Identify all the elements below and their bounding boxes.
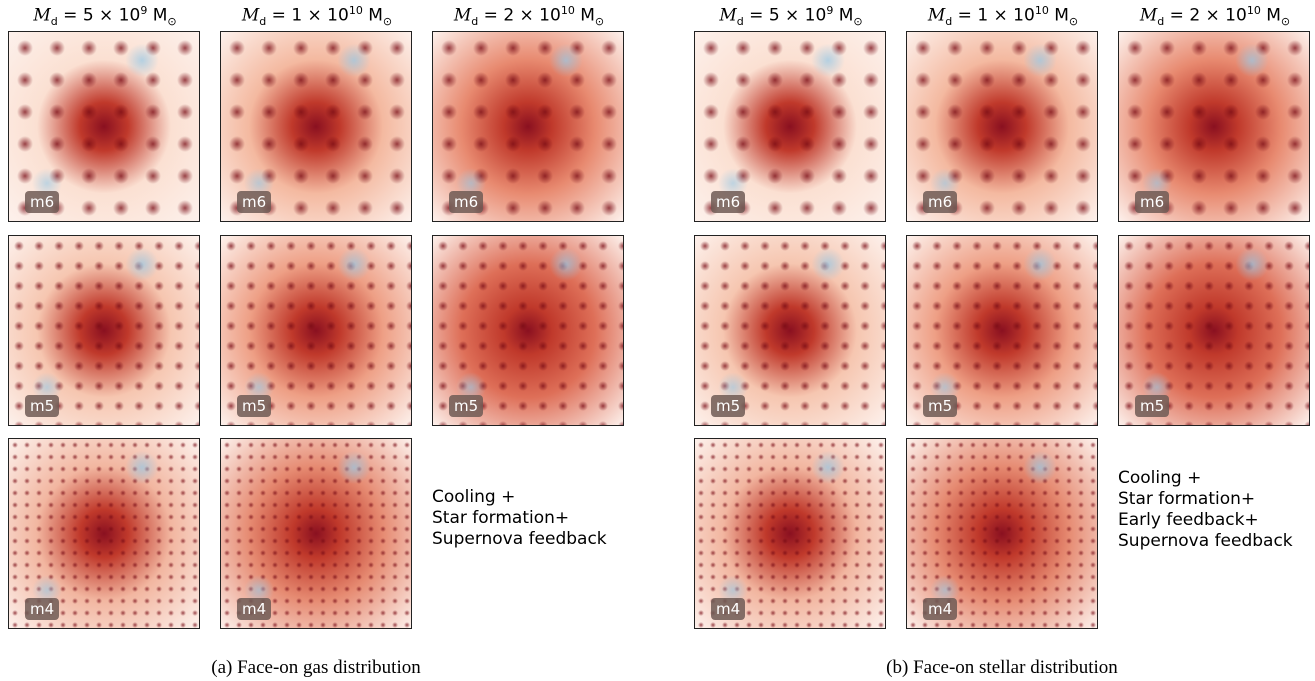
subscript: d xyxy=(259,15,267,29)
annotation: Cooling + Star formation+ Supernova feedba… xyxy=(432,487,607,550)
unit: M xyxy=(362,5,383,26)
unit: M xyxy=(1048,5,1069,26)
unit-subscript: ⊙ xyxy=(1068,15,1079,29)
resolution-label: m5 xyxy=(923,395,958,417)
caption: (b) Face-on stellar distribution xyxy=(886,657,1118,678)
resolution-label: m6 xyxy=(1135,191,1170,213)
unit: M xyxy=(147,5,168,26)
coefficient: = 5 × 10 xyxy=(743,5,827,26)
density-map: m5 xyxy=(8,235,200,426)
subscript: d xyxy=(50,15,58,29)
coefficient: = 5 × 10 xyxy=(57,5,141,26)
symbol: M xyxy=(453,5,472,26)
resolution-label: m6 xyxy=(711,191,746,213)
resolution-label: m5 xyxy=(25,395,60,417)
resolution-label: m4 xyxy=(25,598,60,620)
annotation-line: Cooling + xyxy=(1118,468,1202,488)
unit: M xyxy=(574,5,595,26)
symbol: M xyxy=(927,5,946,26)
resolution-label: m5 xyxy=(711,395,746,417)
annotation-line: Star formation+ xyxy=(432,508,570,528)
subscript: d xyxy=(471,15,479,29)
coefficient: = 2 × 10 xyxy=(1164,5,1247,26)
resolution-label: m5 xyxy=(449,395,484,417)
column-header: Md = 2 × 1010 M⊙ xyxy=(432,4,626,28)
density-map: m6 xyxy=(1118,31,1310,222)
resolution-label: m6 xyxy=(923,191,958,213)
resolution-label: m6 xyxy=(25,191,60,213)
density-map: m5 xyxy=(220,235,412,426)
symbol: M xyxy=(241,5,260,26)
column-header: Md = 5 × 109 M⊙ xyxy=(694,4,888,28)
exponent: 10 xyxy=(560,4,575,17)
density-map: m5 xyxy=(432,235,624,426)
exponent: 10 xyxy=(1246,4,1261,17)
density-map: m5 xyxy=(1118,235,1310,426)
exponent: 10 xyxy=(348,4,363,17)
density-map: m4 xyxy=(8,438,200,629)
exponent: 9 xyxy=(140,4,148,17)
unit-subscript: ⊙ xyxy=(382,15,393,29)
exponent: 10 xyxy=(1034,4,1049,17)
unit-subscript: ⊙ xyxy=(594,15,605,29)
resolution-label: m5 xyxy=(1135,395,1170,417)
density-map: m4 xyxy=(694,438,886,629)
density-map: m6 xyxy=(220,31,412,222)
unit: M xyxy=(1260,5,1281,26)
annotation-line: Early feedback+ xyxy=(1118,510,1259,530)
density-map: m4 xyxy=(906,438,1098,629)
unit-subscript: ⊙ xyxy=(853,15,863,29)
subscript: d xyxy=(945,15,953,29)
resolution-label: m5 xyxy=(237,395,272,417)
column-header: Md = 2 × 1010 M⊙ xyxy=(1118,4,1312,28)
resolution-label: m4 xyxy=(237,598,272,620)
column-header: Md = 1 × 1010 M⊙ xyxy=(220,4,414,28)
column-header: Md = 1 × 1010 M⊙ xyxy=(906,4,1100,28)
coefficient: = 1 × 10 xyxy=(952,5,1035,26)
resolution-label: m4 xyxy=(711,598,746,620)
density-map: m5 xyxy=(694,235,886,426)
unit-subscript: ⊙ xyxy=(1280,15,1291,29)
resolution-label: m4 xyxy=(923,598,958,620)
subscript: d xyxy=(736,15,744,29)
coefficient: = 2 × 10 xyxy=(478,5,561,26)
symbol: M xyxy=(33,5,51,26)
symbol: M xyxy=(719,5,737,26)
density-map: m5 xyxy=(906,235,1098,426)
resolution-label: m6 xyxy=(449,191,484,213)
annotation-line: Star formation+ xyxy=(1118,489,1256,509)
coefficient: = 1 × 10 xyxy=(266,5,349,26)
unit-subscript: ⊙ xyxy=(167,15,177,29)
subscript: d xyxy=(1157,15,1165,29)
density-map: m6 xyxy=(432,31,624,222)
density-map: m6 xyxy=(694,31,886,222)
density-map: m6 xyxy=(906,31,1098,222)
unit: M xyxy=(833,5,854,26)
column-header: Md = 5 × 109 M⊙ xyxy=(8,4,202,28)
annotation: Cooling + Star formation+ Early feedback+ S… xyxy=(1118,468,1293,552)
density-map: m4 xyxy=(220,438,412,629)
density-map: m6 xyxy=(8,31,200,222)
resolution-label: m6 xyxy=(237,191,272,213)
annotation-line: Supernova feedback xyxy=(432,529,607,549)
symbol: M xyxy=(1139,5,1158,26)
annotation-line: Supernova feedback xyxy=(1118,531,1293,551)
exponent: 9 xyxy=(826,4,834,17)
caption: (a) Face-on gas distribution xyxy=(211,657,421,678)
annotation-line: Cooling + xyxy=(432,487,516,507)
